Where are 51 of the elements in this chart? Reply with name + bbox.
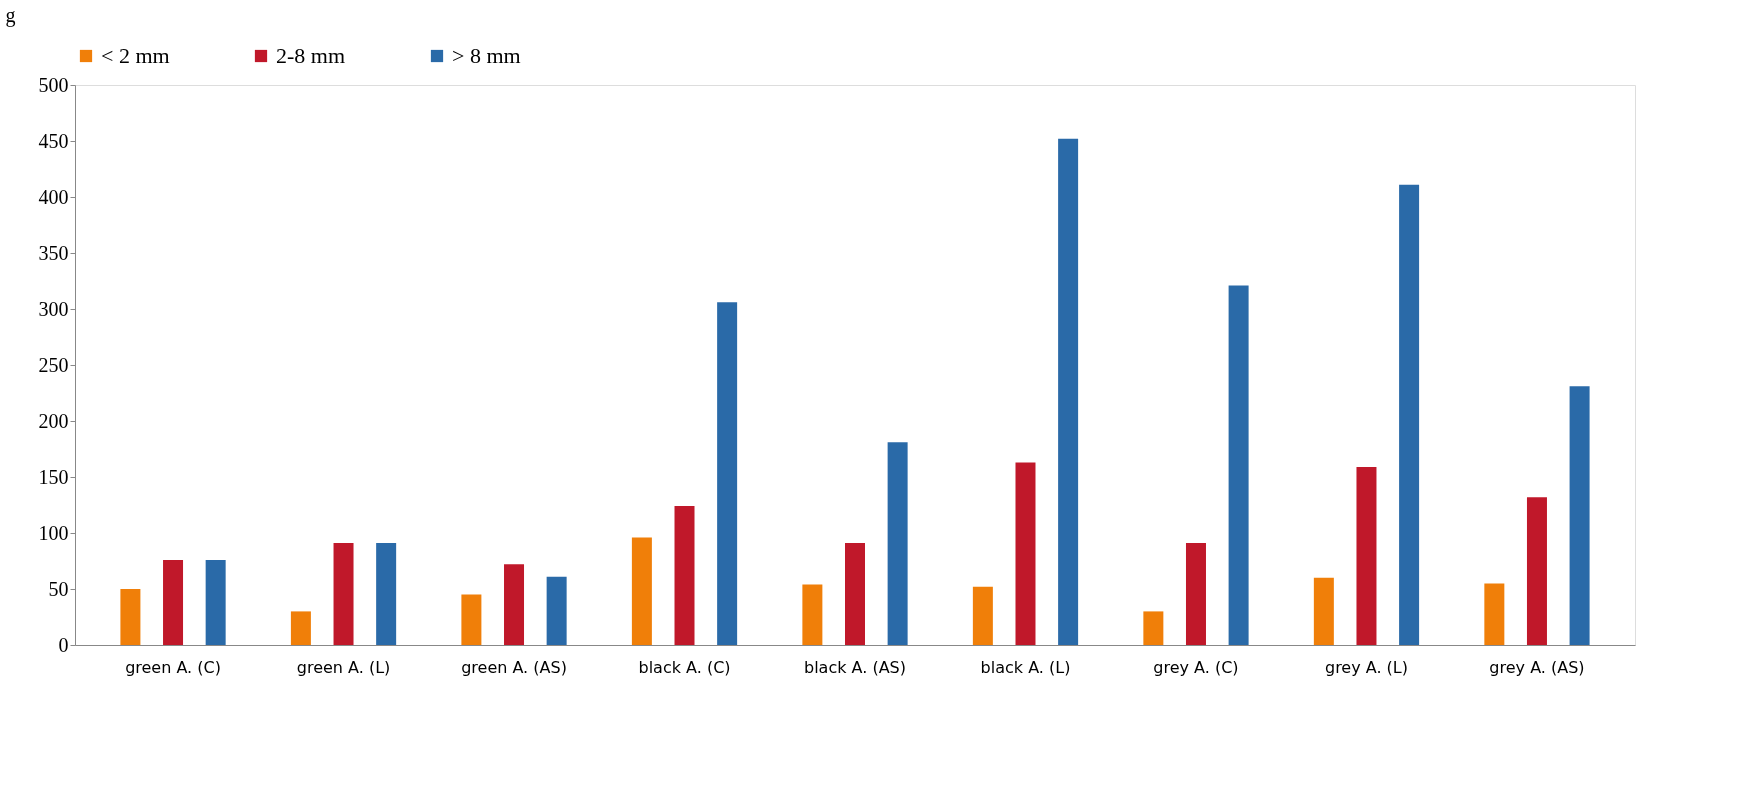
y-tick-label: 0 — [58, 633, 69, 656]
bar — [461, 594, 482, 645]
bar — [1399, 184, 1420, 645]
bar — [333, 543, 354, 645]
bar — [1356, 466, 1377, 645]
y-tick-label: 400 — [38, 185, 69, 208]
x-tick-label: grey A. (L) — [1324, 657, 1408, 677]
bar — [845, 543, 865, 645]
bar — [631, 537, 652, 645]
bar — [1484, 583, 1505, 645]
x-tick-label: grey A. (AS) — [1489, 657, 1585, 677]
bar — [1143, 611, 1164, 645]
y-tick-label: 500 — [38, 73, 69, 96]
bar — [1058, 138, 1079, 645]
bar — [205, 559, 226, 645]
y-tick-label: 100 — [38, 521, 69, 544]
bar — [376, 543, 397, 645]
bar — [504, 564, 525, 645]
bar — [546, 576, 567, 645]
x-tick-label: grey A. (C) — [1153, 657, 1239, 677]
legend-label: > 8 mm — [452, 43, 521, 68]
y-tick-label: 350 — [38, 241, 69, 264]
y-tick-label: 450 — [38, 129, 69, 152]
bar — [972, 586, 993, 645]
bar — [717, 302, 738, 645]
x-tick-label: black A. (AS) — [804, 657, 906, 677]
bar — [120, 589, 141, 645]
x-tick-label: green A. (C) — [125, 657, 221, 677]
bar — [674, 506, 695, 645]
bar — [1015, 462, 1036, 645]
x-tick-label: black A. (L) — [980, 657, 1071, 677]
y-tick-label: 150 — [38, 465, 69, 488]
y-tick-label: 200 — [38, 409, 69, 432]
bar — [887, 442, 908, 645]
bar — [1313, 577, 1334, 645]
legend-label: 2-8 mm — [276, 43, 346, 68]
bar — [290, 611, 311, 645]
x-tick-label: green A. (L) — [296, 657, 391, 677]
y-tick-label: 250 — [38, 353, 69, 376]
bar — [1569, 386, 1590, 645]
bar — [1526, 497, 1547, 645]
bar — [1228, 285, 1249, 645]
y-tick-label: 300 — [38, 297, 69, 320]
bar — [163, 559, 184, 645]
bar — [1185, 543, 1206, 645]
x-tick-label: black A. (C) — [638, 657, 731, 677]
y-axis-title: g — [5, 3, 16, 27]
legend-label: < 2 mm — [101, 43, 170, 68]
bar — [802, 584, 823, 645]
y-tick-label: 50 — [48, 577, 69, 600]
x-tick-label: green A. (AS) — [461, 657, 567, 677]
